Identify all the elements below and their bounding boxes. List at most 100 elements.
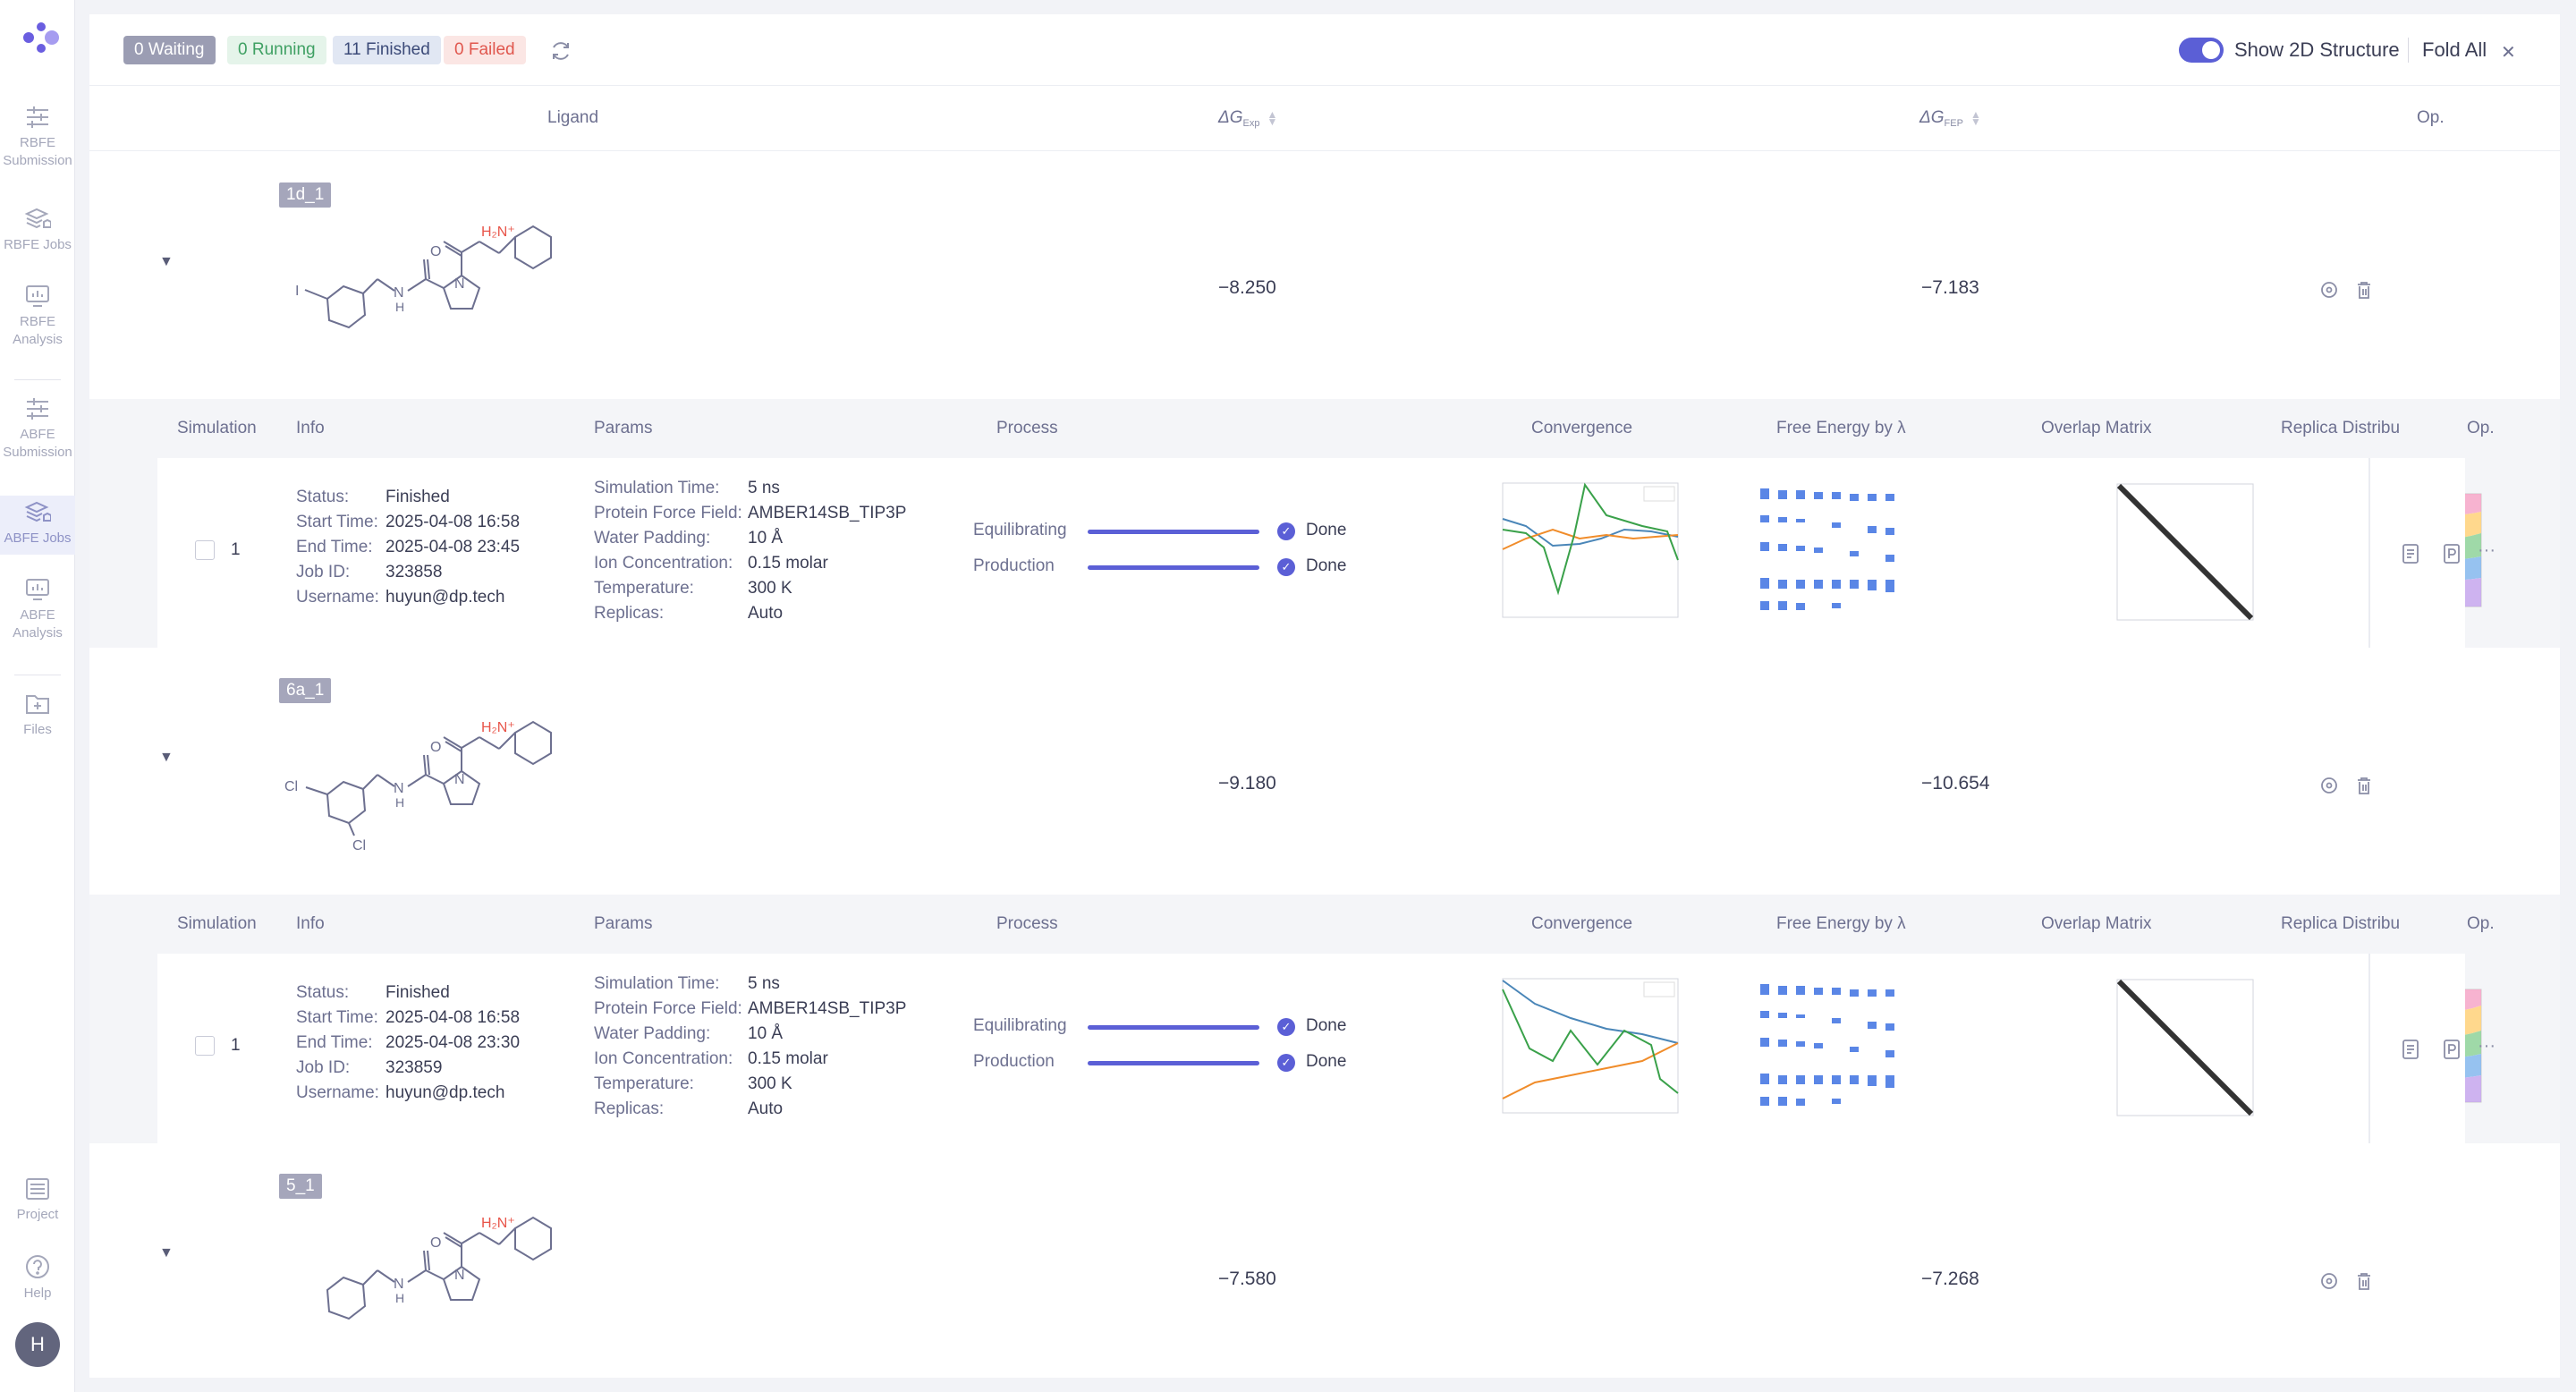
svg-text:N: N [394, 285, 404, 301]
simulation-checkbox[interactable] [195, 1036, 215, 1056]
start-time-value: 2025-04-08 16:58 [386, 513, 521, 531]
ligand-tag: 5_1 [279, 1174, 322, 1199]
param-key: Simulation Time: [594, 479, 720, 497]
force-field-value: AMBER14SB_TIP3P [748, 504, 907, 522]
info-key: Username: [296, 588, 379, 607]
show-2d-toggle[interactable] [2179, 38, 2224, 63]
dg-fep-header[interactable]: ΔGFEP ▲ ▼ [1919, 107, 1981, 129]
sidebar-item-rbfe-jobs[interactable]: RBFE Jobs [0, 208, 75, 254]
dg-fep-value: −10.654 [1921, 773, 1990, 794]
svg-text:H: H [395, 300, 404, 314]
failed-badge[interactable]: 0 Failed [444, 36, 526, 64]
process-status: Done [1306, 1052, 1347, 1071]
toolbar: 0 Waiting 0 Running 11 Finished 0 Failed… [89, 14, 2560, 86]
sidebar-item-files[interactable]: Files [0, 692, 75, 739]
free-energy-thumbnail[interactable] [1750, 480, 1928, 623]
process-label: Equilibrating [973, 521, 1067, 539]
dg-symbol: ΔG [1218, 108, 1243, 127]
avatar[interactable]: H [15, 1322, 60, 1367]
sidebar-item-help[interactable]: Help [0, 1254, 75, 1303]
simulation-row[interactable]: 1 Status: Finished Start Time: 2025-04-08 … [157, 458, 2496, 648]
simulation-checkbox[interactable] [195, 540, 215, 560]
svg-text:N: N [454, 772, 465, 787]
app-logo[interactable] [16, 16, 61, 61]
simulation-col: Simulation [177, 914, 257, 933]
status-value: Finished [386, 488, 450, 506]
dg-fep-subscript: FEP [1944, 118, 1963, 129]
waiting-badge[interactable]: 0 Waiting [123, 36, 216, 64]
param-key: Water Padding: [594, 529, 711, 547]
dg-exp-header[interactable]: ΔGExp ▲ ▼ [1218, 107, 1278, 129]
process-status: Done [1306, 521, 1347, 539]
log-icon[interactable] [2402, 544, 2419, 568]
more-icon[interactable]: ··· [2478, 540, 2496, 560]
sidebar-item-abfe-jobs[interactable]: ABFE Jobs [0, 496, 75, 555]
view-icon[interactable] [2321, 1273, 2337, 1289]
simulation-row[interactable]: 1 Status: Finished Start Time: 2025-04-08 … [157, 954, 2496, 1143]
param-key: Replicas: [594, 604, 665, 623]
svg-text:Cl: Cl [352, 838, 366, 853]
fold-all-icon[interactable]: ✕ [2501, 43, 2516, 63]
sidebar-item-project[interactable]: Project [0, 1177, 75, 1224]
chevron-down-icon[interactable]: ▼ [159, 750, 174, 765]
replicas-value: Auto [748, 1099, 784, 1118]
sort-icon[interactable]: ▲ ▼ [1970, 107, 1981, 128]
chevron-down-icon[interactable]: ▼ [159, 1245, 174, 1260]
sort-icon[interactable]: ▲ ▼ [1267, 107, 1278, 128]
fold-all-button[interactable]: Fold All [2422, 38, 2487, 61]
more-icon[interactable]: ··· [2478, 1036, 2496, 1056]
convergence-thumbnail[interactable] [1490, 476, 1687, 628]
view-icon[interactable] [2321, 777, 2337, 794]
process-label: Production [973, 556, 1055, 575]
end-time-value: 2025-04-08 23:30 [386, 1033, 521, 1052]
report-icon[interactable] [2444, 544, 2460, 568]
replica-col: Replica Distribu [2281, 914, 2401, 933]
param-key: Ion Concentration: [594, 1049, 733, 1068]
dg-exp-subscript: Exp [1242, 118, 1260, 129]
overlap-matrix-thumbnail[interactable] [2116, 483, 2254, 621]
svg-text:H: H [395, 795, 404, 810]
row-actions [2321, 1273, 2370, 1290]
dg-exp-value: −7.580 [1218, 1269, 1276, 1289]
info-key: End Time: [296, 1033, 373, 1052]
sim-time-value: 5 ns [748, 479, 780, 497]
ligand-row[interactable]: ▼ 5_1 H₂N⁺ O N N H −7.580 −7.268 [89, 1143, 2560, 1378]
job-id-value: 323858 [386, 563, 443, 581]
svg-text:H₂N⁺: H₂N⁺ [481, 1216, 515, 1231]
sidebar-item-rbfe-submission[interactable]: RBFE Submission [0, 106, 75, 170]
ligand-row[interactable]: ▼ 6a_1 H₂N⁺ O N N H Cl Cl −9.180 −10.654 [89, 648, 2560, 895]
layers-icon [24, 501, 51, 522]
simulation-header: Simulation Info Params Process Convergen… [89, 399, 2560, 458]
ion-conc-value: 0.15 molar [748, 1049, 828, 1068]
force-field-value: AMBER14SB_TIP3P [748, 999, 907, 1018]
param-key: Protein Force Field: [594, 504, 742, 522]
report-icon[interactable] [2444, 1040, 2460, 1064]
ligand-header: Ligand [547, 108, 599, 127]
username-value: huyun@dp.tech [386, 588, 505, 607]
sidebar-item-abfe-analysis[interactable]: ABFE Analysis [0, 578, 75, 642]
finished-badge[interactable]: 11 Finished [333, 36, 441, 64]
convergence-thumbnail[interactable] [1490, 972, 1687, 1124]
overlap-matrix-thumbnail[interactable] [2116, 979, 2254, 1116]
progress-bar [1088, 1061, 1259, 1065]
ligand-row[interactable]: ▼ 1d_1 H₂N⁺ O N N H I −8.250 −7.183 [89, 152, 2560, 399]
view-icon[interactable] [2321, 282, 2337, 298]
sliders-icon [27, 398, 48, 420]
dg-exp-value: −8.250 [1218, 277, 1276, 298]
delete-icon[interactable] [2358, 282, 2370, 299]
sliders-icon [27, 106, 48, 128]
chevron-down-icon[interactable]: ▼ [159, 254, 174, 269]
delete-icon[interactable] [2358, 777, 2370, 794]
delete-icon[interactable] [2358, 1273, 2370, 1290]
process-col: Process [996, 419, 1058, 437]
free-energy-thumbnail[interactable] [1750, 975, 1928, 1118]
help-icon [26, 1255, 49, 1278]
temperature-value: 300 K [748, 1074, 792, 1093]
info-col: Info [296, 419, 325, 437]
running-badge[interactable]: 0 Running [227, 36, 326, 64]
log-icon[interactable] [2402, 1040, 2419, 1064]
sidebar-item-abfe-submission[interactable]: ABFE Submission [0, 397, 75, 462]
row-actions [2321, 777, 2370, 794]
sidebar-item-rbfe-analysis[interactable]: RBFE Analysis [0, 284, 75, 349]
refresh-icon[interactable] [549, 39, 572, 63]
